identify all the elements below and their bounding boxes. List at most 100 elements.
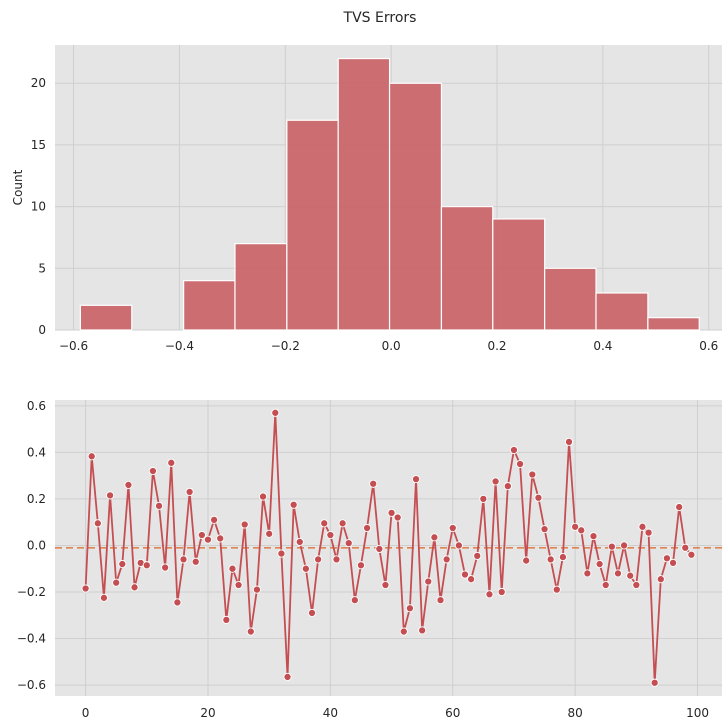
error-point bbox=[124, 480, 133, 489]
histogram-y-tick-labels: 0 5 10 15 20 bbox=[31, 76, 46, 337]
error-point bbox=[375, 544, 384, 553]
histogram-bar bbox=[544, 267, 597, 331]
error-point bbox=[405, 604, 414, 613]
x-tick-label: −0.2 bbox=[271, 339, 300, 353]
error-point bbox=[301, 564, 310, 573]
figure-title: TVS Errors bbox=[343, 10, 417, 26]
error-point bbox=[656, 575, 665, 584]
error-point bbox=[497, 587, 506, 597]
histogram-bar bbox=[234, 243, 288, 331]
error-point bbox=[106, 491, 115, 500]
error-point bbox=[344, 539, 353, 548]
y-tick-label: 5 bbox=[38, 261, 46, 275]
histogram-bar bbox=[79, 304, 133, 331]
x-tick-label: 20 bbox=[200, 706, 215, 720]
error-point bbox=[161, 563, 170, 572]
error-point bbox=[130, 583, 139, 592]
error-point bbox=[142, 561, 151, 570]
histogram-bar bbox=[647, 317, 700, 331]
error-point bbox=[387, 508, 396, 517]
line-panel: 0 20 40 60 80 100 −0.6 −0.4 −0.2 0.0 0.2 0.4 0.6 bbox=[17, 399, 722, 720]
error-point bbox=[540, 525, 549, 534]
y-tick-label: 0.6 bbox=[27, 399, 46, 413]
error-point bbox=[454, 541, 463, 550]
error-point bbox=[491, 477, 500, 486]
error-point bbox=[216, 534, 225, 543]
y-tick-label: 0.2 bbox=[27, 492, 46, 506]
error-point bbox=[203, 535, 213, 544]
x-tick-label: 0.0 bbox=[382, 339, 401, 353]
error-point bbox=[534, 493, 543, 502]
error-point bbox=[418, 626, 427, 635]
error-point bbox=[650, 678, 659, 687]
error-point bbox=[589, 532, 598, 541]
x-tick-label: 0 bbox=[82, 706, 90, 720]
error-point bbox=[179, 555, 188, 564]
error-point bbox=[442, 555, 451, 564]
histogram-y-axis-label: Count bbox=[11, 169, 25, 205]
error-point bbox=[509, 445, 518, 455]
error-point bbox=[246, 627, 255, 636]
error-point bbox=[326, 530, 335, 540]
error-point bbox=[210, 515, 219, 524]
error-point bbox=[577, 526, 586, 535]
error-point bbox=[424, 577, 433, 586]
error-point bbox=[314, 555, 323, 564]
error-point bbox=[277, 549, 286, 558]
error-point bbox=[381, 580, 390, 590]
y-tick-label: 0 bbox=[38, 323, 46, 337]
error-point bbox=[632, 580, 641, 590]
error-point bbox=[191, 557, 200, 566]
error-point bbox=[81, 584, 90, 593]
error-point bbox=[118, 560, 127, 569]
error-point bbox=[528, 470, 537, 479]
x-tick-label: 40 bbox=[323, 706, 338, 720]
line-y-tick-labels: −0.6 −0.4 −0.2 0.0 0.2 0.4 0.6 bbox=[17, 399, 46, 692]
x-tick-label: 0.2 bbox=[487, 339, 506, 353]
error-point bbox=[448, 523, 457, 533]
histogram-bar bbox=[183, 280, 236, 331]
histogram-bar bbox=[286, 119, 339, 331]
error-point bbox=[467, 575, 476, 584]
error-point bbox=[99, 593, 109, 602]
error-point bbox=[369, 479, 378, 488]
error-point bbox=[259, 492, 268, 501]
error-point bbox=[687, 550, 696, 559]
histogram-bar bbox=[388, 82, 443, 331]
error-point bbox=[295, 537, 304, 546]
y-tick-label: 15 bbox=[31, 138, 46, 152]
y-tick-label: 10 bbox=[31, 200, 46, 214]
y-tick-label: 0.0 bbox=[27, 538, 46, 552]
error-point bbox=[595, 560, 604, 569]
error-point bbox=[473, 551, 482, 560]
error-point bbox=[307, 608, 317, 617]
error-point bbox=[228, 564, 237, 573]
error-point bbox=[87, 452, 96, 461]
error-point bbox=[503, 482, 512, 491]
error-point bbox=[601, 580, 610, 590]
x-tick-label: 0.6 bbox=[699, 339, 718, 353]
error-point bbox=[546, 555, 555, 564]
histogram-bar bbox=[595, 292, 649, 331]
error-point bbox=[485, 590, 494, 599]
error-point bbox=[644, 528, 653, 537]
error-point bbox=[393, 513, 402, 522]
error-series bbox=[84, 411, 693, 684]
error-point bbox=[173, 598, 182, 607]
error-point bbox=[240, 520, 249, 529]
error-point bbox=[411, 475, 421, 484]
line-x-tick-labels: 0 20 40 60 80 100 bbox=[82, 706, 709, 720]
x-tick-label: 60 bbox=[445, 706, 460, 720]
error-point bbox=[436, 596, 445, 605]
y-tick-label: −0.4 bbox=[17, 632, 46, 646]
error-point bbox=[638, 522, 647, 531]
histogram-bar bbox=[492, 218, 546, 331]
error-point bbox=[154, 501, 164, 510]
error-point bbox=[332, 555, 341, 564]
error-point bbox=[516, 459, 525, 469]
error-point bbox=[430, 533, 439, 542]
error-point bbox=[350, 596, 359, 605]
error-point bbox=[675, 502, 684, 512]
x-tick-label: −0.4 bbox=[165, 339, 194, 353]
